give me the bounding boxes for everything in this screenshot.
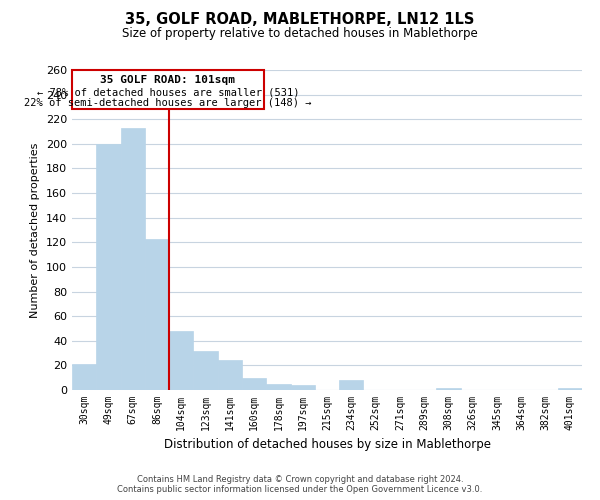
Text: Contains public sector information licensed under the Open Government Licence v3: Contains public sector information licen… [118, 485, 482, 494]
Bar [121, 128, 145, 390]
Bar [242, 378, 266, 390]
Bar [96, 144, 121, 390]
Bar [339, 380, 364, 390]
Bar [169, 331, 193, 390]
Text: Contains HM Land Registry data © Crown copyright and database right 2024.: Contains HM Land Registry data © Crown c… [137, 475, 463, 484]
X-axis label: Distribution of detached houses by size in Mablethorpe: Distribution of detached houses by size … [163, 438, 491, 452]
FancyBboxPatch shape [72, 70, 264, 110]
Bar [290, 385, 315, 390]
Text: 22% of semi-detached houses are larger (148) →: 22% of semi-detached houses are larger (… [24, 98, 311, 108]
Bar [218, 360, 242, 390]
Bar [558, 388, 582, 390]
Bar [266, 384, 290, 390]
Bar [72, 364, 96, 390]
Y-axis label: Number of detached properties: Number of detached properties [31, 142, 40, 318]
Bar [145, 238, 169, 390]
Text: Size of property relative to detached houses in Mablethorpe: Size of property relative to detached ho… [122, 28, 478, 40]
Text: ← 78% of detached houses are smaller (531): ← 78% of detached houses are smaller (53… [37, 87, 299, 97]
Text: 35, GOLF ROAD, MABLETHORPE, LN12 1LS: 35, GOLF ROAD, MABLETHORPE, LN12 1LS [125, 12, 475, 28]
Text: 35 GOLF ROAD: 101sqm: 35 GOLF ROAD: 101sqm [100, 75, 235, 85]
Bar [193, 350, 218, 390]
Bar [436, 388, 461, 390]
